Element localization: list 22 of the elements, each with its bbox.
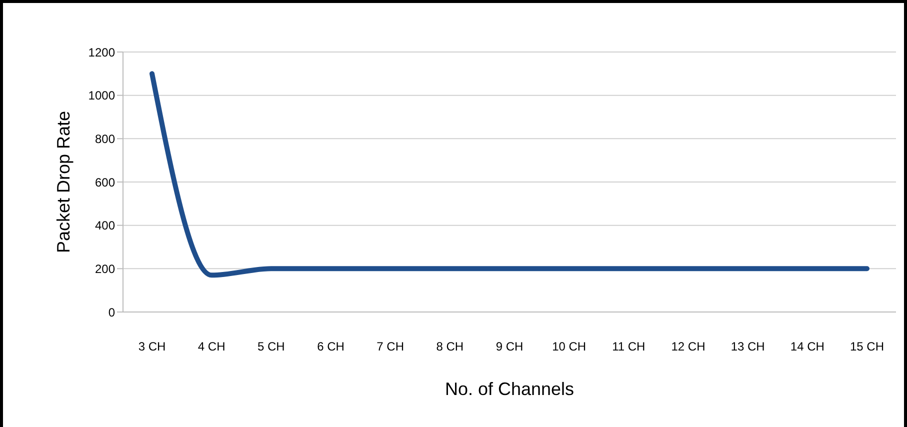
x-tick-label: 10 CH — [552, 340, 586, 354]
x-tick-label: 4 CH — [198, 340, 226, 354]
x-tick-label: 12 CH — [671, 340, 706, 354]
x-tick-label: 13 CH — [730, 340, 765, 354]
y-tick-label: 200 — [94, 262, 116, 276]
x-tick-label: 6 CH — [317, 340, 344, 354]
y-tick-label: 0 — [108, 305, 116, 320]
x-tick-label: 15 CH — [850, 340, 884, 354]
y-tick-label: 800 — [94, 132, 116, 146]
x-tick-label: 9 CH — [496, 340, 524, 354]
x-tick-label: 5 CH — [257, 340, 285, 354]
y-tick-label: 600 — [94, 175, 116, 190]
x-tick-label: 3 CH — [138, 340, 166, 354]
y-tick-label: 1000 — [88, 88, 116, 103]
y-axis-title: Packet Drop Rate — [53, 110, 74, 254]
x-tick-label: 7 CH — [376, 340, 404, 354]
x-axis-title: No. of Channels — [444, 379, 574, 399]
y-tick-label: 1200 — [88, 45, 116, 60]
y-tick-label: 400 — [94, 218, 116, 233]
x-tick-label: 11 CH — [612, 340, 646, 354]
x-tick-label: 8 CH — [436, 340, 464, 354]
x-tick-label: 14 CH — [790, 340, 824, 354]
